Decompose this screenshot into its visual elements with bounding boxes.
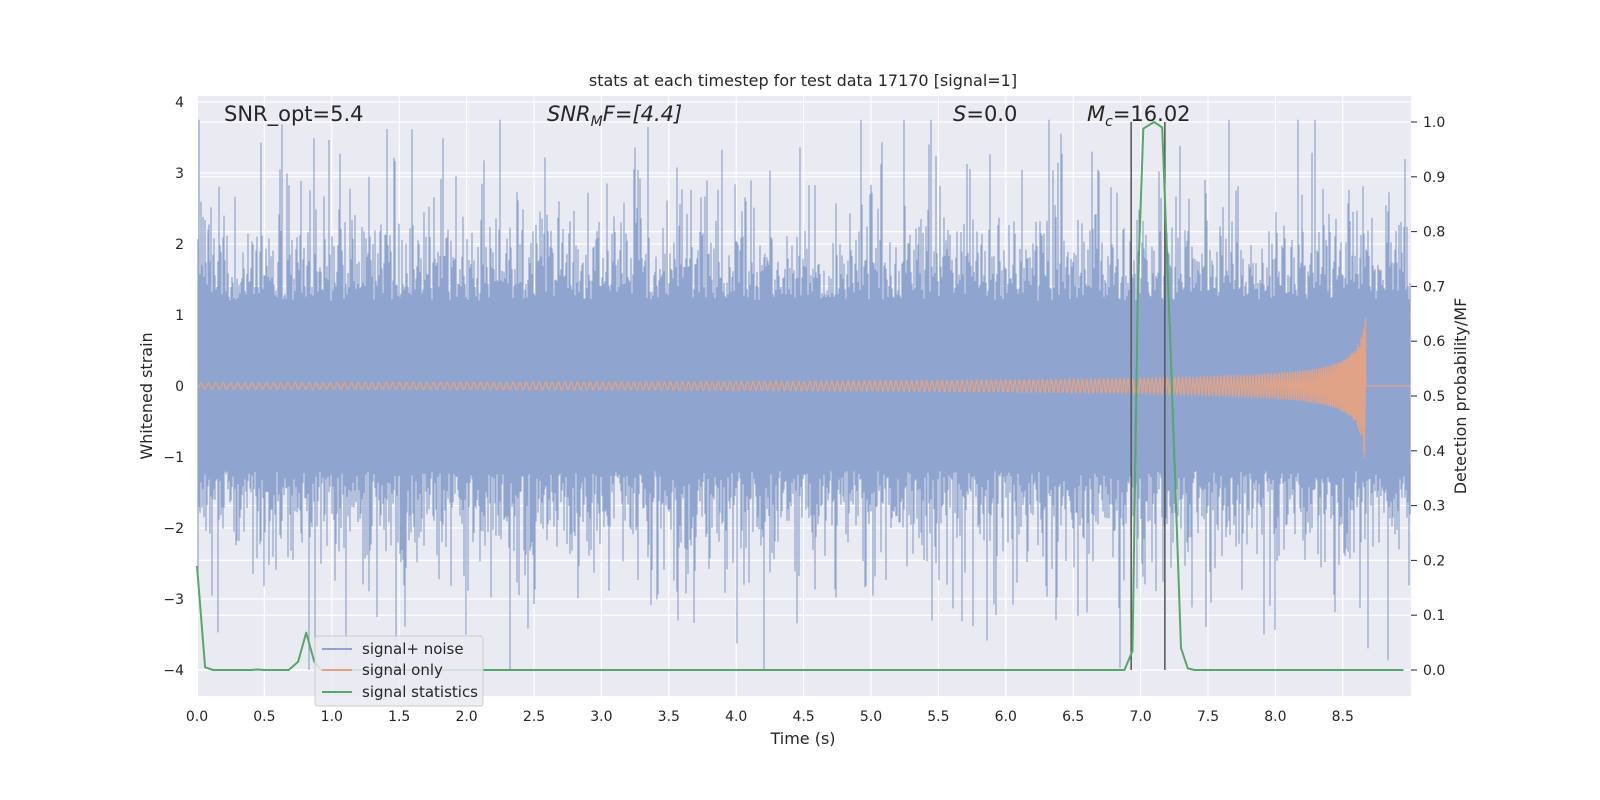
x-tick-label: 1.5 <box>388 709 410 725</box>
y-axis-right-ticks: 1.0 0.9 0.8 0.7 0.6 0.5 0.4 0.3 0.2 0.1 0.0 <box>1411 115 1445 679</box>
legend-label-signal-plus-noise: signal+ noise <box>362 640 464 658</box>
legend: signal+ noise signal only signal statist… <box>314 635 484 707</box>
x-tick-label: 8.0 <box>1264 709 1286 725</box>
annotation-mc: Mc=16.02 <box>1087 102 1191 130</box>
annotation-mc-main: M <box>1087 102 1105 126</box>
annotation-snr-mf-main: SNR <box>547 102 591 126</box>
y-right-tick-label: 0.2 <box>1423 553 1445 569</box>
y-left-tick-label: 3 <box>175 166 184 182</box>
y-left-tick-label: 4 <box>175 95 184 111</box>
signal-statistics-trace <box>196 121 1404 671</box>
legend-label-signal-statistics: signal statistics <box>362 683 478 701</box>
y-right-tick-label: 0.9 <box>1423 170 1445 186</box>
series-signal-statistics <box>196 121 1404 671</box>
annotation-snr-mf: SNRMF=[4.4] <box>547 102 682 130</box>
y-right-tick-label: 0.8 <box>1423 225 1445 241</box>
x-axis-ticks: 0.0 0.5 1.0 1.5 2.0 2.5 3.0 3.5 4.0 4.5 5.0 5.5 6.0 6… <box>186 709 1354 725</box>
y-right-tick-label: 0.4 <box>1423 444 1445 460</box>
y-axis-right-label: Detection probability/MF <box>1451 298 1470 495</box>
x-tick-label: 3.5 <box>658 709 680 725</box>
x-tick-label: 4.0 <box>725 709 747 725</box>
y-axis-left-ticks: 4 3 2 1 0 −1 −2 −3 −4 <box>163 95 184 679</box>
y-left-tick-label: −2 <box>163 521 184 537</box>
y-left-tick-label: 1 <box>175 308 184 324</box>
y-right-tick-label: 0.3 <box>1423 499 1445 515</box>
x-tick-label: 3.0 <box>590 709 612 725</box>
x-axis-label: Time (s) <box>769 729 835 748</box>
y-right-tick-label: 0.1 <box>1423 608 1445 624</box>
annotation-s: S=0.0 <box>953 102 1017 126</box>
x-tick-label: 8.5 <box>1332 709 1354 725</box>
x-tick-label: 0.0 <box>186 709 208 725</box>
legend-label-signal-only: signal only <box>362 661 443 679</box>
x-tick-label: 5.0 <box>860 709 882 725</box>
legend-box <box>314 635 484 707</box>
x-tick-label: 5.5 <box>927 709 949 725</box>
x-tick-label: 7.5 <box>1197 709 1219 725</box>
y-left-tick-label: −3 <box>163 592 184 608</box>
annotation-snr-opt: SNR_opt=5.4 <box>224 102 364 127</box>
y-axis-left-label: Whitened strain <box>137 332 156 459</box>
y-right-tick-label: 0.5 <box>1423 389 1445 405</box>
y-right-tick-label: 1.0 <box>1423 115 1445 131</box>
x-tick-label: 6.5 <box>1062 709 1084 725</box>
y-left-tick-label: −4 <box>163 663 184 679</box>
chart-title: stats at each timestep for test data 171… <box>589 71 1017 90</box>
y-right-tick-label: 0.6 <box>1423 334 1445 350</box>
x-tick-label: 1.0 <box>321 709 343 725</box>
x-tick-label: 2.0 <box>455 709 477 725</box>
annotation-mc-sub: c <box>1105 114 1113 130</box>
x-tick-label: 7.0 <box>1129 709 1151 725</box>
x-tick-label: 0.5 <box>253 709 275 725</box>
y-left-tick-label: 2 <box>175 237 184 253</box>
annotation-s-rest: =0.0 <box>966 102 1017 126</box>
x-tick-label: 4.5 <box>792 709 814 725</box>
annotation-s-main: S <box>953 102 966 126</box>
y-left-tick-label: 0 <box>175 379 184 395</box>
x-tick-label: 6.0 <box>995 709 1017 725</box>
y-left-tick-label: −1 <box>163 450 184 466</box>
annotation-snr-mf-sub: M <box>591 114 603 130</box>
y-right-tick-label: 0.0 <box>1423 663 1445 679</box>
annotation-mc-rest: =16.02 <box>1113 102 1191 126</box>
y-right-tick-label: 0.7 <box>1423 279 1445 295</box>
annotation-snr-mf-rest: F=[4.4] <box>603 102 682 126</box>
x-tick-label: 2.5 <box>523 709 545 725</box>
